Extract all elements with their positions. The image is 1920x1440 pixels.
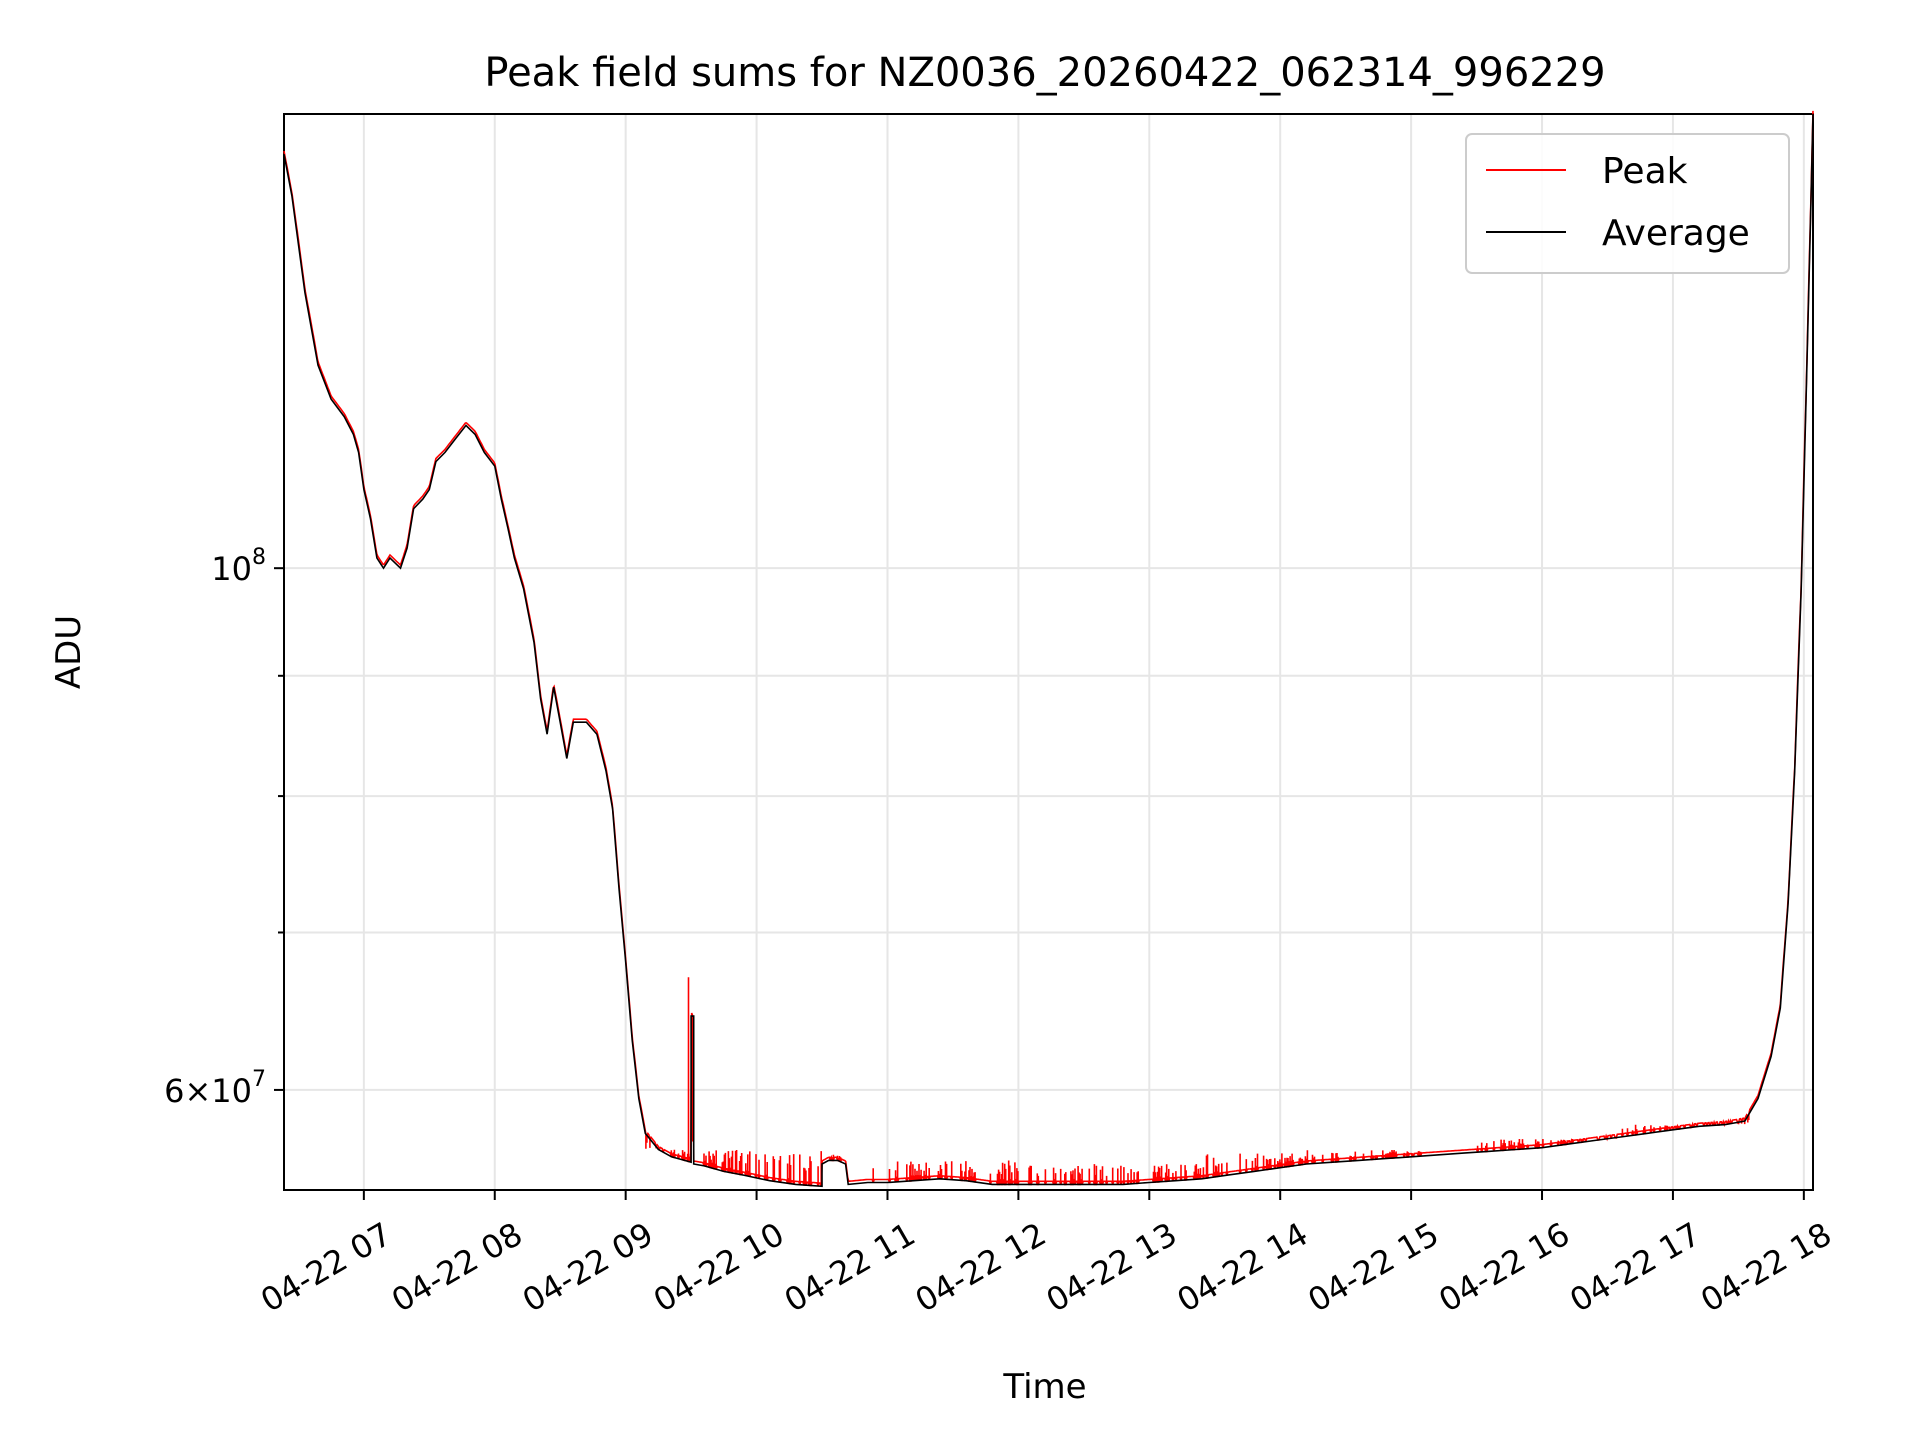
x-tick-label: 04-22 10 <box>647 1215 791 1320</box>
legend-box <box>1465 133 1790 274</box>
x-tick-label: 04-22 07 <box>254 1215 398 1320</box>
grid-lines <box>284 114 1813 1190</box>
legend: Peak Average <box>1465 133 1790 274</box>
x-tick-label: 04-22 18 <box>1694 1215 1838 1320</box>
x-tick-label: 04-22 17 <box>1563 1215 1707 1320</box>
plot-frame <box>283 113 1814 1191</box>
y-tick-base: 10 <box>211 550 252 588</box>
y-tick-exponent: 7 <box>252 1067 266 1092</box>
series-layer <box>283 110 1814 1188</box>
series-average-line <box>283 113 1814 1188</box>
legend-average-label: Average <box>1602 213 1750 254</box>
x-axis-label: Time <box>1002 1367 1086 1407</box>
legend-peak-label: Peak <box>1602 151 1688 192</box>
x-tick-label: 04-22 09 <box>516 1215 660 1320</box>
y-tick-base: 10 <box>211 1072 252 1110</box>
x-tick-label: 04-22 14 <box>1171 1215 1315 1320</box>
chart-title: Peak field sums for NZ0036_20260422_0623… <box>484 50 1605 96</box>
y-tick-exponent: 8 <box>252 545 266 570</box>
y-axis-label: ADU <box>49 615 89 689</box>
y-tick-times: × <box>184 1072 211 1110</box>
x-tick-label: 04-22 16 <box>1432 1215 1576 1320</box>
x-tick-label: 04-22 08 <box>385 1215 529 1320</box>
x-tick-label: 04-22 11 <box>778 1215 922 1320</box>
y-tick-label: 108 <box>211 545 266 588</box>
x-tick-label: 04-22 13 <box>1040 1215 1184 1320</box>
y-tick-mantissa: 6 <box>164 1072 184 1110</box>
x-tick-label: 04-22 12 <box>909 1215 1053 1320</box>
y-tick-label: 6×107 <box>164 1067 266 1110</box>
x-tick-label: 04-22 15 <box>1302 1215 1446 1320</box>
